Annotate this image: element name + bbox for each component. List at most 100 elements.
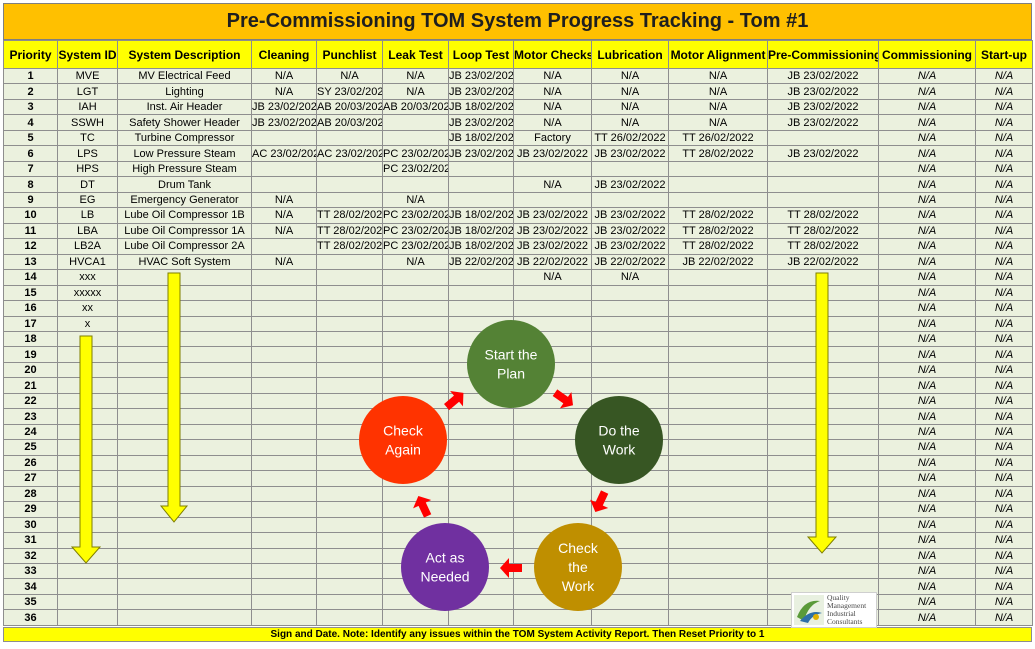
status-cell [382,532,449,549]
status-cell [251,315,317,332]
status-cell [591,501,669,518]
status-cell [591,423,669,441]
status-cell [117,516,252,534]
status-cell [251,423,317,441]
system-id-cell: LB2A [57,238,118,255]
status-cell [57,408,118,425]
status-cell [513,160,592,178]
status-cell: N/A [878,253,976,271]
status-cell [448,423,514,441]
status-cell [448,176,514,193]
system-id-cell: xxx [57,269,118,286]
status-cell: JB 23/02/2022 [591,145,669,162]
status-cell: N/A [668,67,768,85]
priority-cell: 5 [3,129,58,147]
status-cell: TT 28/02/2022 [767,222,879,240]
status-cell [316,547,383,565]
status-cell [117,562,252,580]
table-row: 5 TC Turbine Compressor JB 18/02/2022 Factor… [3,129,1033,147]
status-cell [591,578,669,595]
logo-text-line: Quality [827,593,850,602]
logo-text-line: Consultants [827,617,863,626]
priority-cell: 6 [3,145,58,162]
priority-cell: 24 [3,423,58,441]
status-cell [767,269,879,286]
status-cell [591,593,669,611]
system-description-cell: Inst. Air Header [117,98,252,116]
status-cell [591,532,669,549]
status-cell: N/A [975,593,1033,611]
status-cell [382,485,449,503]
status-cell: N/A [975,392,1033,410]
status-cell: AC 23/02/2022 [316,145,383,162]
status-cell: PC 23/02/2022 [382,222,449,240]
status-cell: PC 23/02/2022 [382,207,449,224]
status-cell [382,114,449,131]
status-cell: N/A [878,160,976,178]
status-cell: N/A [975,222,1033,240]
status-cell [668,423,768,441]
status-cell [316,269,383,286]
status-cell [668,593,768,611]
status-cell: N/A [975,315,1033,332]
status-cell [767,377,879,394]
column-header: Cleaning [251,40,317,69]
status-cell [448,609,514,626]
status-cell: N/A [382,83,449,100]
status-cell: N/A [975,253,1033,271]
status-cell [513,547,592,565]
status-cell [668,578,768,595]
status-cell: N/A [878,300,976,317]
status-cell: JB 18/02/2022 [448,207,514,224]
status-cell [117,454,252,472]
status-cell: N/A [975,238,1033,255]
status-cell [382,361,449,379]
system-description-cell: MV Electrical Feed [117,67,252,85]
status-cell [316,253,383,271]
status-cell: N/A [513,176,592,193]
status-cell [513,284,592,302]
status-cell [382,454,449,472]
table-row: 32 N/A N/A [3,547,1033,565]
status-cell: JB 22/02/2022 [448,253,514,271]
table-row: 19 N/A N/A [3,346,1033,363]
status-cell [767,439,879,456]
table-row: 3 IAH Inst. Air Header JB 23/02/2022 AB 20/0… [3,98,1033,116]
status-cell [382,609,449,626]
status-cell [767,330,879,348]
status-cell [316,609,383,626]
status-cell [251,562,317,580]
footer-note: Sign and Date. Note: Identify any issues… [3,627,1032,642]
status-cell: N/A [513,98,592,116]
table-row: 27 N/A N/A [3,470,1033,487]
status-cell: JB 23/02/2022 [591,176,669,193]
priority-cell: 7 [3,160,58,178]
status-cell [513,578,592,595]
status-cell [591,284,669,302]
column-header: Punchlist [316,40,383,69]
status-cell: N/A [878,547,976,565]
status-cell: N/A [975,346,1033,363]
column-header: Lubrication [591,40,669,69]
status-cell [57,330,118,348]
status-cell: N/A [975,191,1033,209]
status-cell: N/A [975,207,1033,224]
status-cell: N/A [975,67,1033,85]
priority-cell: 36 [3,609,58,626]
status-cell: N/A [975,300,1033,317]
status-cell [513,300,592,317]
status-cell: N/A [975,145,1033,162]
table-row: 15 xxxxx N/A N/A [3,284,1033,302]
status-cell [316,578,383,595]
status-cell: N/A [513,269,592,286]
status-cell [767,578,879,595]
status-cell: PC 23/02/2022 [382,160,449,178]
status-cell: N/A [513,67,592,85]
system-description-cell: High Pressure Steam [117,160,252,178]
status-cell: N/A [975,160,1033,178]
status-cell [448,191,514,209]
column-header: Loop Test [448,40,514,69]
table-row: 34 N/A N/A [3,578,1033,595]
status-cell: TT 28/02/2022 [668,222,768,240]
